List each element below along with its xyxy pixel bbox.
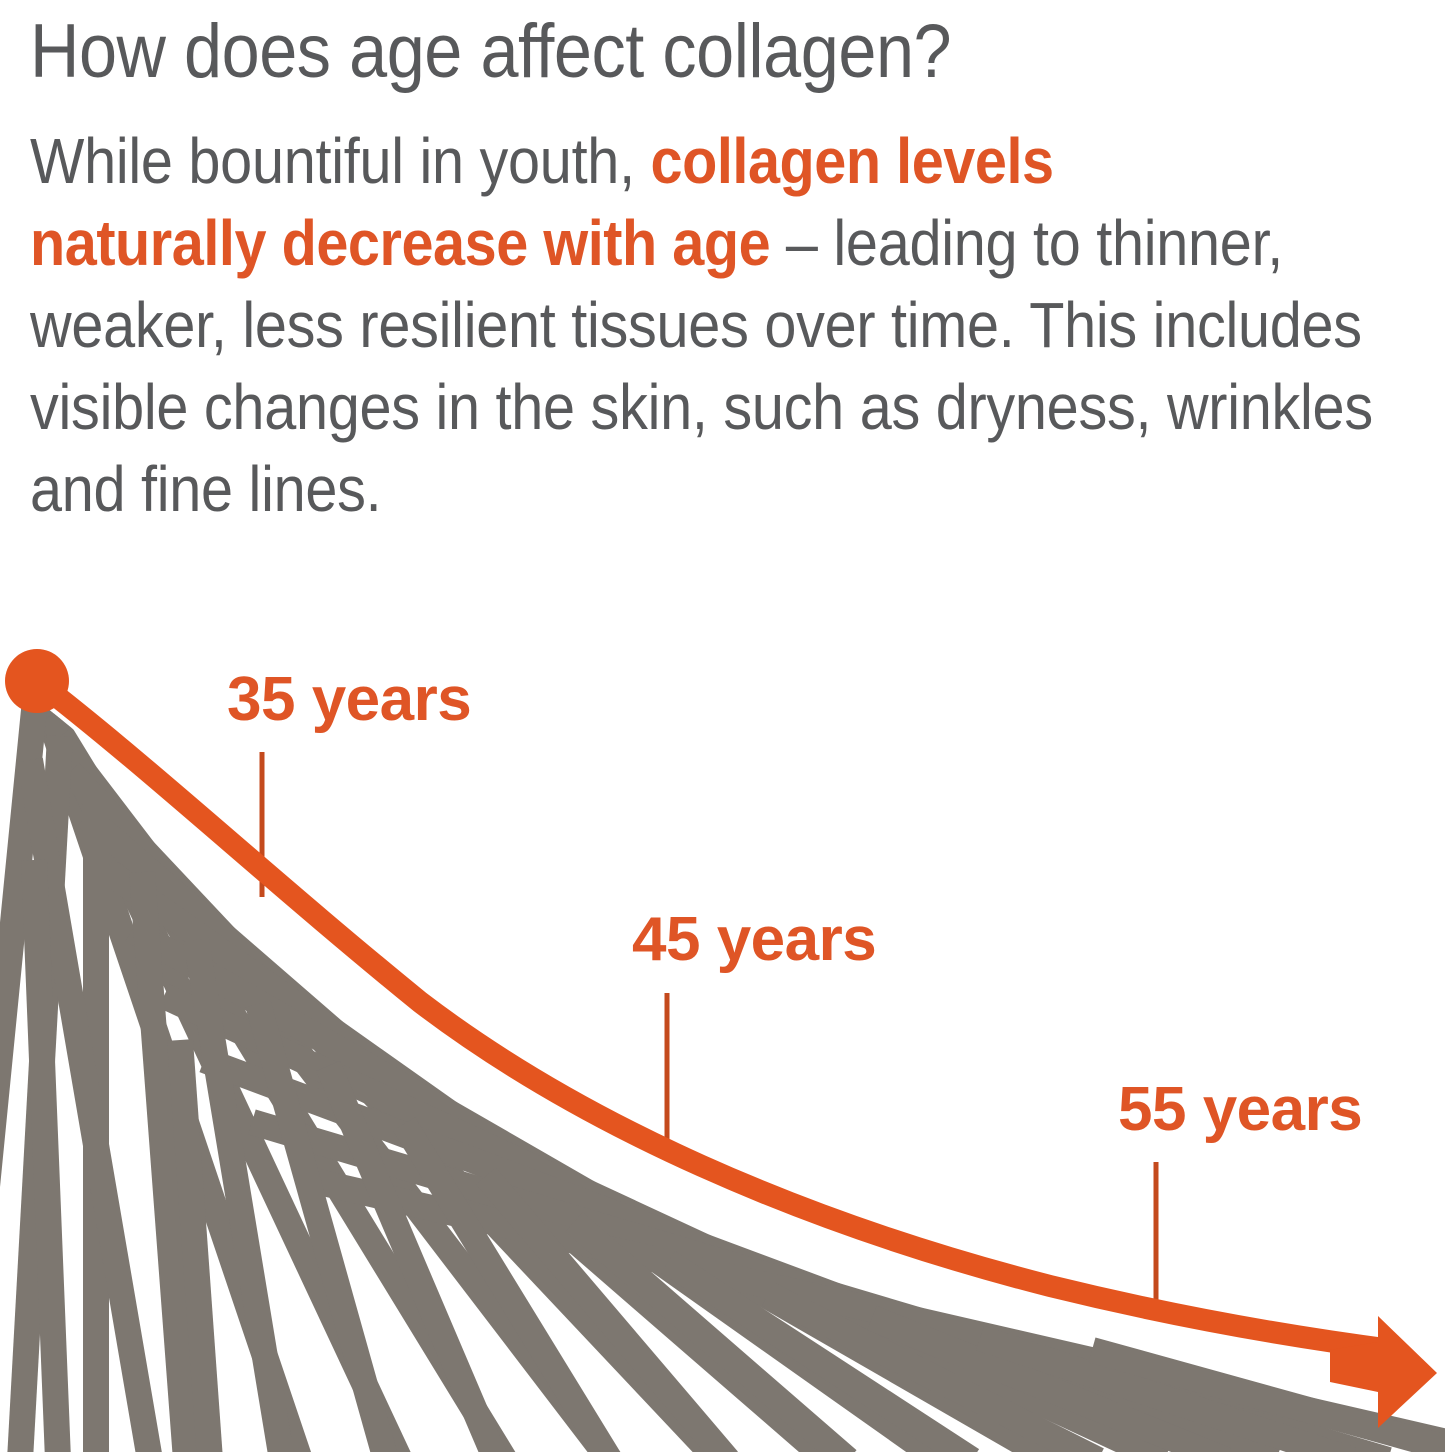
label-age-55: 55 years bbox=[1118, 1075, 1362, 1144]
collagen-decline-curve bbox=[26, 670, 1403, 1361]
body-text-after-highlight: – leading to bbox=[770, 207, 1081, 279]
curve-start-dot bbox=[5, 649, 69, 713]
body-text-line5: as dryness, wrinkles and fine lines. bbox=[30, 371, 1373, 525]
label-age-35: 35 years bbox=[227, 665, 471, 734]
body-text-lead: While bountiful in youth, bbox=[30, 125, 651, 197]
curve-arrowhead bbox=[1330, 1316, 1437, 1428]
label-age-45: 45 years bbox=[632, 905, 876, 974]
text-block: How does age affect collagen? While boun… bbox=[30, 0, 1420, 530]
highlight-collagen-levels: collagen levels bbox=[650, 125, 1055, 197]
body-text-line3: thinner, weaker, less resilient tissues … bbox=[30, 207, 1284, 361]
page-title: How does age affect collagen? bbox=[30, 9, 952, 94]
highlight-decrease-with-age: naturally decrease with age bbox=[30, 207, 771, 279]
body-text-line4: This includes visible changes in the ski… bbox=[30, 289, 1362, 443]
collagen-fibre-mesh bbox=[0, 700, 1445, 1452]
body-paragraph: While bountiful in youth, collagen level… bbox=[30, 98, 1416, 530]
